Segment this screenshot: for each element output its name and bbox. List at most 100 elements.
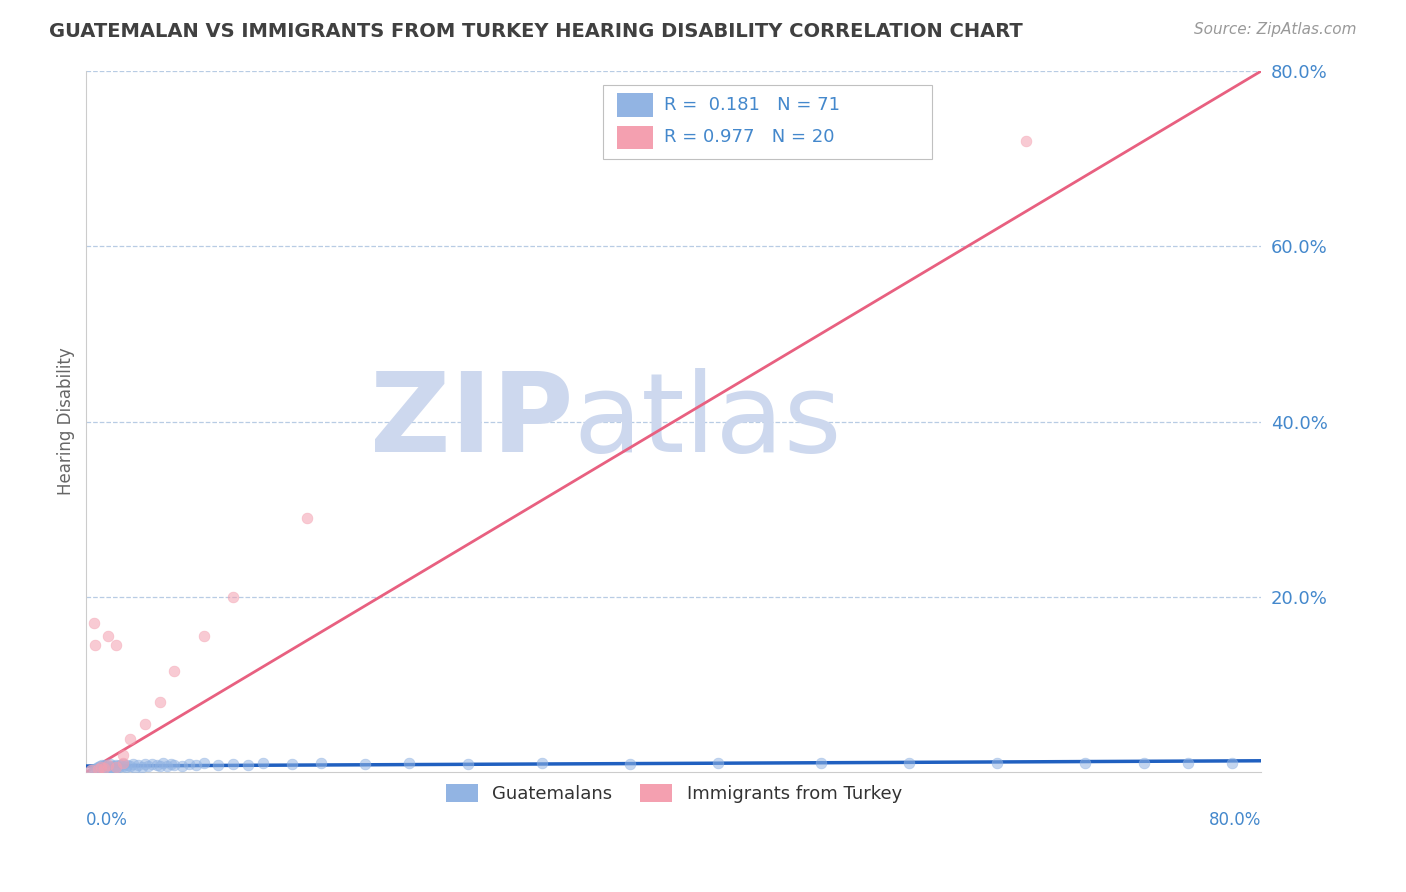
Point xyxy=(87,762,110,776)
Text: 0.0%: 0.0% xyxy=(86,811,128,829)
Point xyxy=(1177,756,1199,770)
Point xyxy=(105,759,128,773)
Point xyxy=(120,759,142,773)
Point xyxy=(104,761,127,775)
Point xyxy=(104,758,127,772)
Point xyxy=(120,731,142,746)
Point xyxy=(1015,134,1038,148)
Point xyxy=(103,760,125,774)
Point xyxy=(193,629,215,643)
Text: R = 0.977   N = 20: R = 0.977 N = 20 xyxy=(664,128,835,146)
Point xyxy=(252,756,274,771)
Point xyxy=(134,717,156,731)
Point xyxy=(146,758,169,772)
Point xyxy=(80,763,103,777)
Point xyxy=(97,759,120,773)
Point xyxy=(91,761,114,775)
Point xyxy=(83,616,105,631)
Point xyxy=(97,629,120,643)
Point xyxy=(93,761,115,775)
Point xyxy=(186,758,208,772)
Point xyxy=(89,762,111,776)
Point xyxy=(619,757,641,772)
Point xyxy=(160,757,183,772)
Point xyxy=(86,761,108,775)
Point xyxy=(398,756,420,771)
Point xyxy=(104,760,127,774)
Point xyxy=(1132,756,1154,771)
Point xyxy=(97,758,120,772)
FancyBboxPatch shape xyxy=(603,85,932,159)
Point xyxy=(90,760,112,774)
Point xyxy=(89,759,111,773)
Point xyxy=(149,759,172,773)
Point xyxy=(457,757,479,772)
Point xyxy=(207,758,229,772)
Point xyxy=(127,758,149,772)
Point xyxy=(193,756,215,771)
Point xyxy=(222,757,245,772)
Point xyxy=(100,760,122,774)
Text: Source: ZipAtlas.com: Source: ZipAtlas.com xyxy=(1194,22,1357,37)
Point xyxy=(122,757,145,772)
Point xyxy=(115,760,138,774)
Point xyxy=(156,759,179,773)
Point xyxy=(222,590,245,604)
Point xyxy=(309,756,332,771)
Point xyxy=(111,747,134,762)
Point xyxy=(163,665,186,679)
Point xyxy=(530,756,553,771)
Point xyxy=(84,638,107,652)
FancyBboxPatch shape xyxy=(617,126,652,149)
Point xyxy=(897,756,920,770)
Point xyxy=(87,760,110,774)
Point xyxy=(131,760,153,774)
Point xyxy=(80,763,103,777)
Point xyxy=(96,761,118,775)
Point xyxy=(101,759,124,773)
Point xyxy=(152,756,174,771)
Point xyxy=(141,757,163,772)
Point xyxy=(810,756,832,771)
Point xyxy=(90,760,112,774)
Legend: Guatemalans, Immigrants from Turkey: Guatemalans, Immigrants from Turkey xyxy=(436,775,911,813)
Y-axis label: Hearing Disability: Hearing Disability xyxy=(58,348,75,495)
Text: 80.0%: 80.0% xyxy=(1209,811,1261,829)
Point xyxy=(177,757,200,772)
Text: GUATEMALAN VS IMMIGRANTS FROM TURKEY HEARING DISABILITY CORRELATION CHART: GUATEMALAN VS IMMIGRANTS FROM TURKEY HEA… xyxy=(49,22,1024,41)
Point xyxy=(1074,756,1097,771)
Point xyxy=(136,759,159,773)
Point xyxy=(96,760,118,774)
Point xyxy=(986,756,1008,771)
Point xyxy=(98,757,121,772)
Text: atlas: atlas xyxy=(574,368,842,475)
Point xyxy=(111,756,134,771)
Point xyxy=(117,758,139,772)
Point xyxy=(94,758,117,772)
Point xyxy=(163,758,186,772)
Point xyxy=(98,761,121,775)
Point xyxy=(149,695,172,709)
Point xyxy=(111,757,134,772)
Point xyxy=(134,757,156,772)
Point xyxy=(104,638,127,652)
Point xyxy=(94,762,117,776)
Point xyxy=(1220,756,1243,771)
Point xyxy=(124,761,146,775)
Text: R =  0.181   N = 71: R = 0.181 N = 71 xyxy=(664,95,841,113)
Point xyxy=(108,758,131,772)
Point xyxy=(93,761,115,775)
Point xyxy=(90,761,112,775)
Point xyxy=(93,759,115,773)
Point xyxy=(354,757,377,772)
Point xyxy=(236,758,259,772)
Point xyxy=(97,760,120,774)
Point xyxy=(707,756,730,771)
Point xyxy=(281,757,304,772)
Point xyxy=(111,759,134,773)
Point xyxy=(84,763,107,777)
Text: ZIP: ZIP xyxy=(370,368,574,475)
Point xyxy=(295,511,318,525)
Point xyxy=(170,759,193,773)
Point xyxy=(83,762,105,776)
